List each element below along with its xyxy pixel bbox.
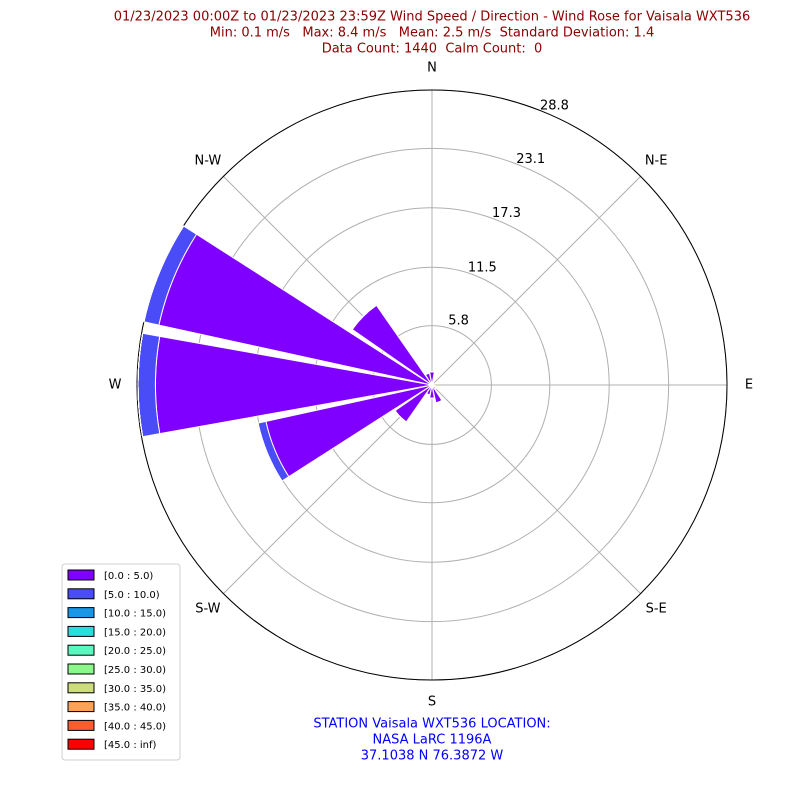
legend-label: [35.0 : 40.0) [104, 703, 166, 714]
legend-swatch [67, 644, 95, 656]
title-group: 01/23/2023 00:00Z to 01/23/2023 23:59Z W… [114, 10, 751, 764]
r-tick-label: 23.1 [516, 152, 545, 167]
r-tick-label: 5.8 [448, 314, 469, 329]
direction-label: N-E [645, 153, 668, 168]
legend-label: [15.0 : 20.0) [104, 627, 166, 638]
plot-frame [136, 89, 728, 681]
grid-spoke [431, 176, 641, 386]
legend-swatch [67, 738, 95, 750]
direction-label: S [428, 695, 436, 710]
legend-label: [25.0 : 30.0) [104, 665, 166, 676]
legend-label: [10.0 : 15.0) [104, 609, 166, 620]
grid-spoke [223, 384, 433, 594]
direction-label: S-E [646, 602, 667, 617]
direction-label: N [427, 61, 437, 76]
legend-swatch [67, 682, 95, 694]
r-tick-label: 17.3 [492, 206, 521, 221]
chart-title: Data Count: 1440 Calm Count: 0 [322, 42, 543, 57]
legend-swatch [67, 607, 95, 619]
wind-wedge [426, 393, 430, 396]
wind-wedge [432, 382, 435, 385]
direction-label: W [109, 378, 122, 393]
legend-swatch [67, 625, 95, 637]
wind-wedge [351, 304, 377, 330]
legend-swatch [67, 569, 95, 581]
legend-label: [45.0 : inf) [104, 740, 157, 751]
legend-swatch [67, 663, 95, 675]
chart-title: Min: 0.1 m/s Max: 8.4 m/s Mean: 2.5 m/s … [210, 26, 654, 41]
grid-spoke [431, 384, 641, 594]
legend-label: [20.0 : 25.0) [104, 646, 166, 657]
direction-label: N-W [194, 153, 221, 168]
bars [137, 225, 443, 482]
legend-swatch [67, 588, 95, 600]
station-note: STATION Vaisala WXT536 LOCATION: [313, 717, 550, 732]
r-tick-label: 28.8 [540, 99, 569, 114]
direction-label: E [745, 378, 753, 393]
station-note: 37.1038 N 76.3872 W [361, 749, 504, 764]
legend-label: [30.0 : 35.0) [104, 684, 166, 695]
r-tick-label: 11.5 [468, 260, 497, 275]
legend-label: [40.0 : 45.0) [104, 721, 166, 732]
station-note: NASA LaRC 1196A [373, 733, 492, 748]
legend-label: [5.0 : 10.0) [104, 590, 160, 601]
legend-swatch [67, 719, 95, 731]
chart-title: 01/23/2023 00:00Z to 01/23/2023 23:59Z W… [114, 10, 751, 25]
labels: 5.8 11.5 17.3 23.1 28.8 N N-E E S-E S S-W W N-W [109, 61, 754, 710]
legend: [0.0 : 5.0) [5.0 : 10.0) [10.0 : 15.0) [15.… [61, 563, 181, 761]
direction-label: S-W [195, 602, 220, 617]
legend-swatch [67, 701, 95, 713]
legend-label: [0.0 : 5.0) [104, 571, 153, 582]
